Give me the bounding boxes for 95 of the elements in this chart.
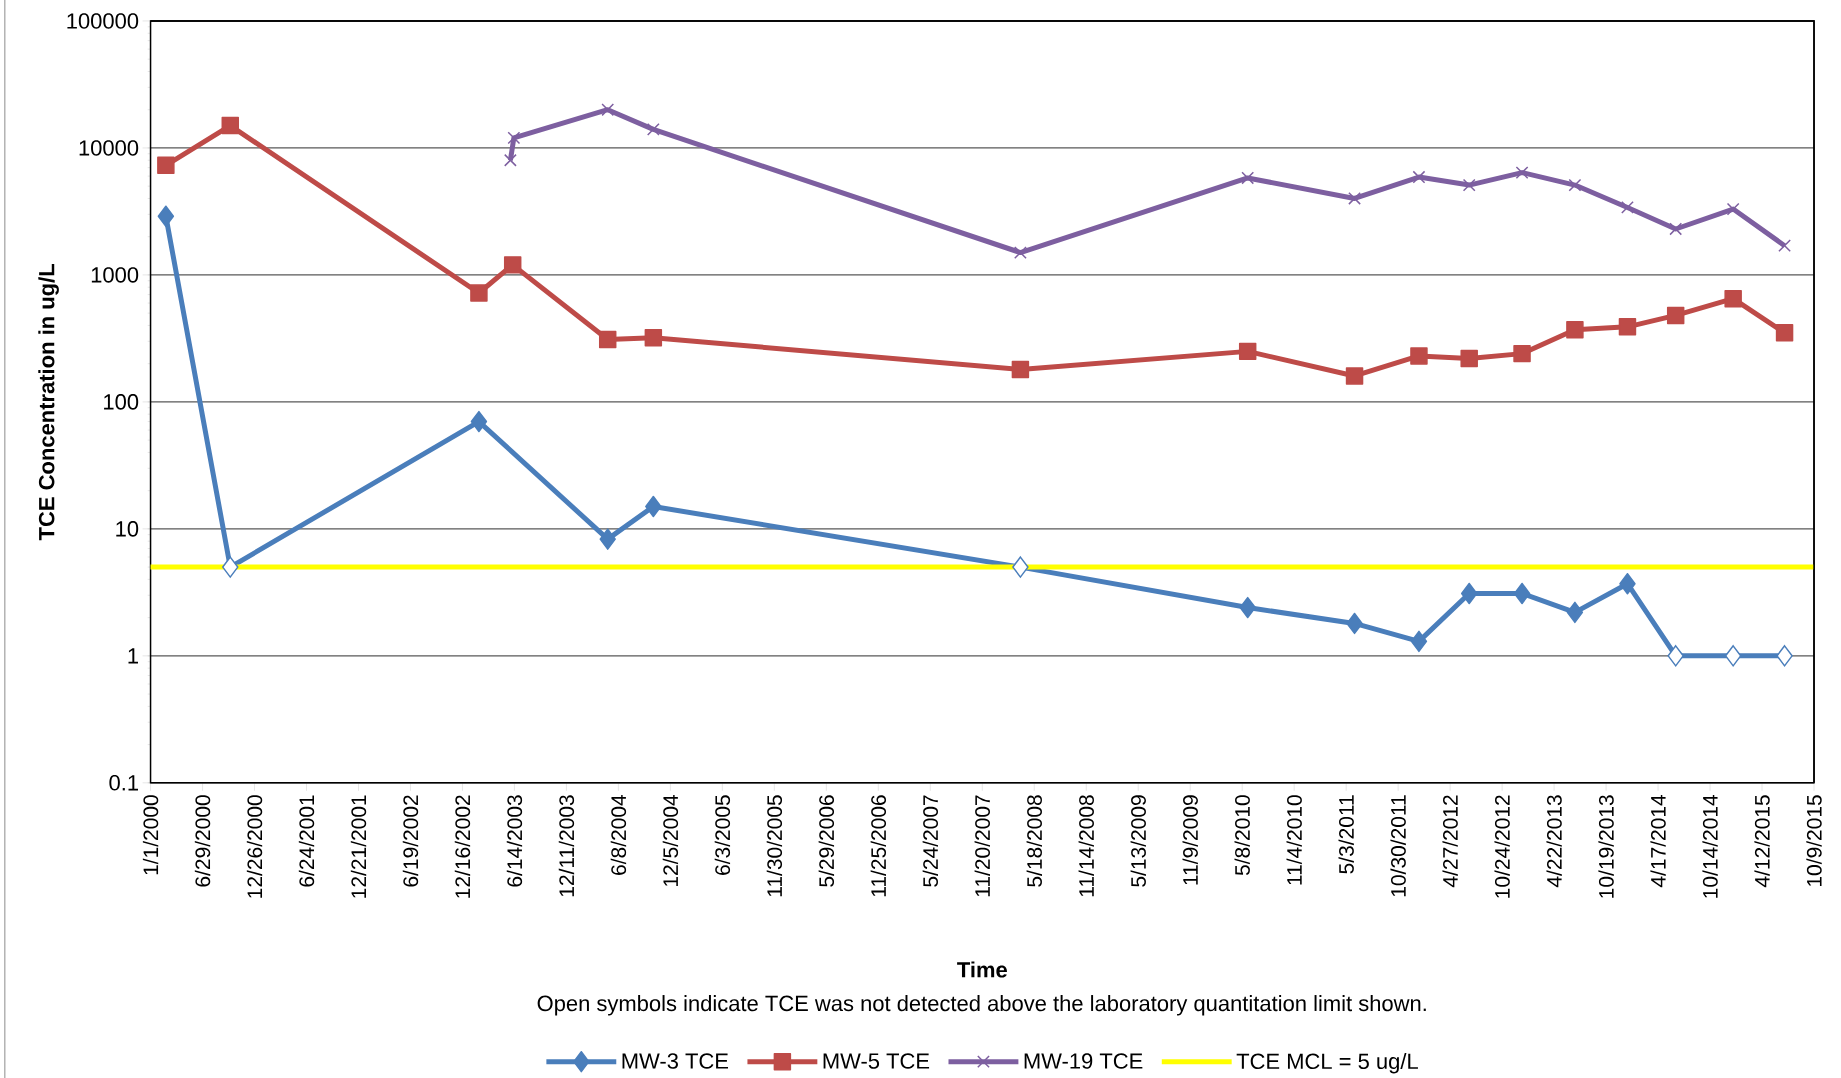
x-tick-label: 11/9/2009: [1182, 795, 1198, 885]
x-tick-label: 4/17/2014: [1650, 794, 1666, 887]
y-tick-label: 10: [116, 520, 139, 537]
point: [1410, 630, 1428, 652]
point: [222, 556, 239, 578]
point: [507, 131, 521, 145]
legend-label: MW-19 TCE: [1024, 1053, 1143, 1069]
x-tick-label: 4/22/2013: [1546, 795, 1562, 887]
point: [1462, 178, 1476, 192]
x-tick-label: 4/12/2015: [1754, 795, 1770, 887]
point: [1238, 342, 1257, 360]
y-tick-label: 100: [104, 393, 139, 410]
point: [1566, 320, 1584, 339]
x-tick-label: 12/21/2001: [350, 795, 367, 898]
point: [1345, 367, 1364, 385]
point: [601, 103, 615, 116]
point: [1241, 171, 1255, 185]
point: [1346, 612, 1363, 634]
point: [1724, 289, 1742, 308]
y-tick-label: 1: [128, 648, 138, 664]
point: [1014, 245, 1027, 259]
x-tick-label: 11/30/2005: [766, 795, 783, 896]
point: [1412, 170, 1426, 184]
point: [1513, 582, 1531, 605]
x-tick-label: 6/3/2005: [714, 795, 731, 875]
y-axis-title: TCE Concentration in ug/L: [38, 263, 59, 540]
point: [503, 153, 517, 167]
point: [644, 328, 663, 347]
x-axis-title: Time: [957, 961, 1007, 978]
x-tick-label: 12/16/2002: [454, 795, 471, 898]
point: [1566, 601, 1584, 623]
x-tick-label: 5/8/2010: [1234, 794, 1250, 875]
x-tick-label: 10/19/2013: [1598, 795, 1614, 898]
x-tick-label: 11/4/2010: [1286, 794, 1302, 885]
x-tick-label: 11/14/2008: [1078, 795, 1094, 896]
point: [1724, 644, 1742, 667]
point: [1776, 644, 1793, 667]
point: [645, 495, 662, 518]
text: Open symbols indicate TCE was not detected above the laboratory quantitation limit shown.: [537, 994, 1426, 1016]
x-tick-label: 4/27/2012: [1442, 795, 1458, 887]
x-tick-label: 1/1/2000: [142, 794, 159, 875]
point: [470, 410, 488, 433]
point: [1513, 344, 1531, 363]
x-tick-label: 12/5/2004: [662, 794, 679, 886]
x-tick-label: 6/29/2000: [194, 794, 211, 887]
point: [1348, 191, 1361, 205]
x-tick-label: 10/24/2012: [1494, 795, 1510, 898]
x-tick-label: 10/30/2011: [1390, 795, 1406, 896]
point: [1568, 178, 1582, 192]
x-tick-label: 11/20/2007: [974, 795, 990, 896]
point: [1778, 239, 1791, 252]
point: [470, 284, 488, 302]
point: [157, 156, 175, 174]
x-tick-label: 6/14/2003: [506, 795, 523, 887]
x-tick-label: 12/26/2000: [246, 794, 263, 898]
point: [1239, 596, 1256, 619]
point: [1460, 582, 1478, 605]
x-tick-label: 10/9/2015: [1806, 795, 1822, 886]
point: [503, 255, 522, 274]
y-tick-label: 1000: [91, 266, 139, 283]
x-tick-label: 11/25/2006: [870, 795, 887, 896]
legend-label: MW-3 TCE: [622, 1053, 729, 1069]
point: [157, 205, 175, 227]
point: [646, 122, 660, 136]
x-tick-label: 10/14/2014: [1702, 794, 1718, 898]
point: [1666, 306, 1685, 324]
x-tick-label: 5/13/2009: [1130, 795, 1146, 887]
x-tick-label: 5/24/2007: [922, 795, 938, 887]
x-tick-label: 6/24/2001: [298, 795, 315, 887]
x-tick-label: 5/3/2011: [1338, 795, 1354, 874]
y-tick-label: 100000: [67, 12, 139, 29]
x-tick-label: 5/18/2008: [1026, 795, 1042, 887]
point: [1460, 349, 1478, 367]
y-tick-label: 10000: [79, 139, 139, 156]
point: [598, 330, 617, 349]
point: [1618, 317, 1637, 336]
point: [1669, 222, 1683, 236]
point: [1619, 572, 1636, 595]
point: [1012, 556, 1029, 578]
point: [221, 116, 239, 135]
point: [1621, 200, 1634, 214]
point: [1011, 360, 1030, 379]
x-tick-label: 6/19/2002: [402, 795, 419, 887]
y-tick-label: 0.1: [109, 774, 138, 791]
point: [1726, 202, 1740, 216]
x-tick-label: 5/29/2006: [818, 795, 835, 887]
legend-label: MW-5 TCE: [823, 1053, 930, 1069]
point: [1775, 323, 1794, 342]
legend-label: TCE MCL = 5 ug/L: [1236, 1052, 1418, 1074]
point: [1410, 347, 1428, 365]
x-tick-label: 6/8/2004: [610, 794, 627, 875]
point: [1667, 644, 1684, 667]
point: [1515, 165, 1529, 179]
x-tick-label: 12/11/2003: [558, 795, 575, 896]
point: [599, 528, 616, 550]
